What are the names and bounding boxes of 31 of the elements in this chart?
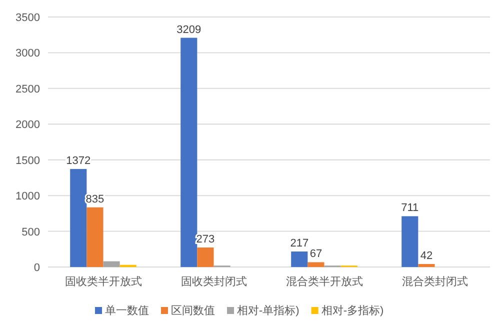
y-tick-label: 1500 (16, 154, 40, 167)
bar (418, 264, 435, 267)
y-tick-label: 2500 (16, 83, 40, 96)
legend-label: 相对-单指标) (237, 304, 300, 317)
data-label: 217 (290, 238, 309, 250)
y-tick-label: 2000 (16, 119, 40, 132)
legend-label: 单一数值 (105, 304, 149, 317)
y-tick-label: 3500 (16, 12, 40, 24)
data-label: 1372 (66, 155, 91, 167)
data-label: 67 (310, 248, 322, 260)
bar (308, 262, 324, 267)
x-tick-label: 混合类半开放式 (286, 275, 363, 288)
x-tick-label: 混合类封闭式 (402, 275, 468, 288)
x-tick-label: 固收类半开放式 (64, 275, 142, 288)
y-tick-label: 0 (34, 262, 40, 274)
legend-label: 区间数值 (171, 305, 215, 317)
data-label: 711 (401, 202, 419, 214)
bar (291, 252, 308, 267)
data-label: 3209 (176, 24, 202, 36)
bar (86, 207, 104, 267)
y-tick-label: 500 (22, 226, 40, 238)
y-tick-label: 3000 (16, 48, 40, 60)
data-label: 42 (420, 250, 433, 262)
legend-label: 相对-多指标) (321, 304, 384, 317)
bar (180, 38, 198, 267)
bar (402, 216, 418, 267)
x-tick-label: 固收类封闭式 (180, 275, 247, 288)
y-tick-label: 1000 (16, 190, 40, 203)
bar (70, 169, 87, 267)
bar (197, 248, 214, 267)
bar (103, 261, 120, 267)
